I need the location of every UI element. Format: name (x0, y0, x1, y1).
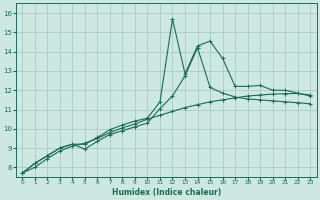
X-axis label: Humidex (Indice chaleur): Humidex (Indice chaleur) (112, 188, 221, 197)
